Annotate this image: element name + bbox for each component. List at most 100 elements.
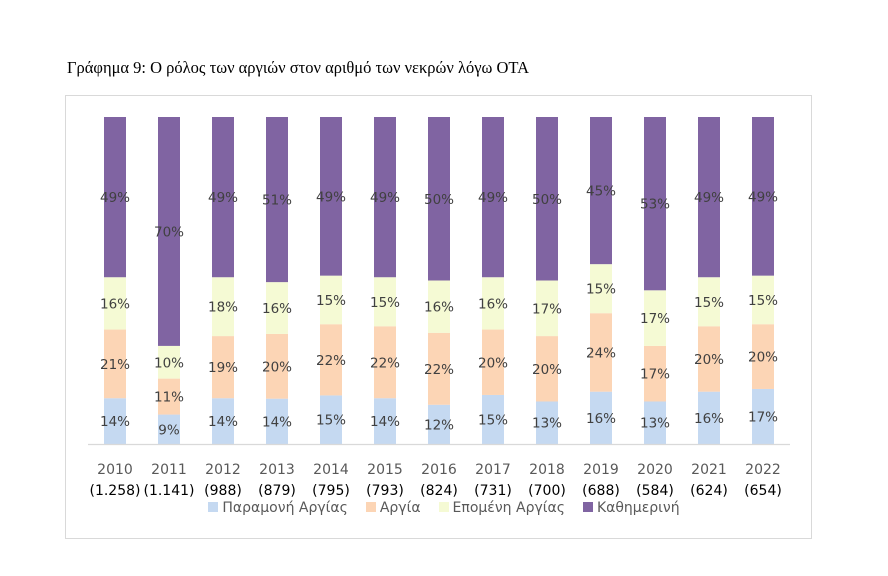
bar-segment bbox=[266, 282, 288, 334]
data-label: 15% bbox=[316, 293, 346, 309]
x-tick-label: 2015 bbox=[367, 462, 403, 478]
data-label: 9% bbox=[158, 422, 180, 438]
data-label: 49% bbox=[208, 190, 238, 206]
data-label: 50% bbox=[424, 192, 454, 208]
x-tick-label: 2012 bbox=[205, 462, 241, 478]
bar-segment bbox=[212, 277, 234, 337]
bar-segment bbox=[320, 117, 342, 276]
bar-segment bbox=[428, 404, 450, 444]
bar-segment bbox=[266, 398, 288, 444]
bar-segment bbox=[536, 336, 558, 402]
x-tick-label: 2017 bbox=[475, 462, 511, 478]
bar-segment bbox=[428, 117, 450, 281]
x-tick-sublabel: (731) bbox=[474, 483, 512, 499]
data-label: 16% bbox=[586, 411, 616, 427]
bar-segment bbox=[320, 324, 342, 396]
bar-segment bbox=[212, 398, 234, 444]
data-label: 16% bbox=[478, 296, 508, 312]
x-tick-sublabel: (624) bbox=[690, 483, 728, 499]
bar-segment bbox=[158, 117, 180, 346]
data-label: 19% bbox=[208, 360, 238, 376]
bar-segment bbox=[590, 391, 612, 444]
data-label: 13% bbox=[532, 416, 562, 432]
bar-segment bbox=[590, 264, 612, 314]
legend-label: Παραμονή Αργίας bbox=[222, 500, 348, 516]
x-tick-label: 2013 bbox=[259, 462, 295, 478]
data-label: 18% bbox=[208, 300, 238, 316]
data-label: 49% bbox=[748, 189, 778, 205]
data-label: 21% bbox=[100, 357, 130, 373]
data-label: 15% bbox=[748, 293, 778, 309]
x-tick-sublabel: (795) bbox=[312, 483, 350, 499]
legend-label: Αργία bbox=[379, 500, 421, 516]
legend-swatch bbox=[582, 502, 593, 512]
bar-segment bbox=[104, 277, 126, 330]
data-label: 70% bbox=[154, 224, 184, 240]
bar-segment bbox=[374, 117, 396, 278]
data-label: 20% bbox=[262, 359, 292, 375]
bar-segment bbox=[482, 394, 504, 444]
value-labels-group: 14% 21% 16% 49% 9% 11% 10% 70% 14% 19% 18% 49% 14% 20… bbox=[100, 184, 778, 439]
data-label: 17% bbox=[640, 367, 670, 383]
bar-segment bbox=[698, 277, 720, 327]
data-label: 16% bbox=[100, 296, 130, 312]
x-tick-label: 2014 bbox=[313, 462, 349, 478]
data-label: 20% bbox=[694, 352, 724, 368]
data-label: 15% bbox=[316, 413, 346, 429]
bar-segment bbox=[644, 345, 666, 402]
data-label: 15% bbox=[694, 295, 724, 311]
bar-segment bbox=[104, 117, 126, 278]
legend: Παραμονή Αργίας Αργία Επομένη Αργίας Καθημε… bbox=[0, 500, 888, 516]
data-label: 16% bbox=[262, 301, 292, 317]
x-tick-sublabel: (879) bbox=[258, 483, 296, 499]
x-tick-label: 2016 bbox=[421, 462, 457, 478]
data-label: 24% bbox=[586, 345, 616, 361]
bar-segment bbox=[158, 345, 180, 379]
bar-segment bbox=[698, 117, 720, 278]
x-tick-label: 2018 bbox=[529, 462, 565, 478]
data-label: 49% bbox=[100, 190, 130, 206]
data-label: 15% bbox=[478, 412, 508, 428]
bar-segment bbox=[104, 398, 126, 444]
legend-item: Αργία bbox=[365, 500, 421, 516]
bar-segment bbox=[320, 395, 342, 444]
bar-segment bbox=[590, 117, 612, 265]
data-label: 20% bbox=[478, 355, 508, 371]
data-label: 22% bbox=[370, 355, 400, 371]
x-tick-sublabel: (1.141) bbox=[143, 483, 194, 499]
bar-segment bbox=[752, 388, 774, 444]
bar-segment bbox=[158, 378, 180, 415]
bar-segment bbox=[266, 117, 288, 283]
legend-item: Επομένη Αργίας bbox=[438, 500, 565, 516]
data-label: 11% bbox=[154, 390, 184, 406]
bar-segment bbox=[644, 117, 666, 291]
bar-segment bbox=[158, 414, 180, 444]
x-tick-sublabel: (824) bbox=[420, 483, 458, 499]
data-label: 15% bbox=[586, 282, 616, 298]
bar-segment bbox=[536, 280, 558, 337]
legend-swatch bbox=[208, 502, 219, 512]
data-label: 49% bbox=[370, 190, 400, 206]
data-label: 15% bbox=[370, 295, 400, 311]
data-label: 17% bbox=[640, 311, 670, 327]
legend-label: Επομένη Αργίας bbox=[452, 500, 565, 516]
data-label: 49% bbox=[478, 190, 508, 206]
data-label: 20% bbox=[532, 362, 562, 378]
bar-segment bbox=[752, 117, 774, 276]
figure-title: Γράφημα 9: Ο ρόλος των αργιών στον αριθμ… bbox=[67, 58, 530, 77]
x-tick-label: 2020 bbox=[637, 462, 673, 478]
x-tick-label: 2021 bbox=[691, 462, 727, 478]
data-label: 17% bbox=[532, 301, 562, 317]
data-label: 22% bbox=[316, 353, 346, 369]
bar-segment bbox=[698, 326, 720, 392]
legend-item: Καθημερινή bbox=[582, 500, 680, 516]
x-tick-sublabel: (988) bbox=[204, 483, 242, 499]
x-tick-labels-group: 2010 (1.258) 2011 (1.141) 2012 (988) 2013 (879)… bbox=[89, 462, 781, 499]
x-tick-sublabel: (584) bbox=[636, 483, 674, 499]
legend-item: Παραμονή Αργίας bbox=[208, 500, 348, 516]
x-tick-label: 2011 bbox=[151, 462, 187, 478]
legend-swatch bbox=[438, 502, 449, 512]
bar-segment bbox=[374, 326, 396, 399]
data-label: 10% bbox=[154, 355, 184, 371]
data-label: 22% bbox=[424, 362, 454, 378]
